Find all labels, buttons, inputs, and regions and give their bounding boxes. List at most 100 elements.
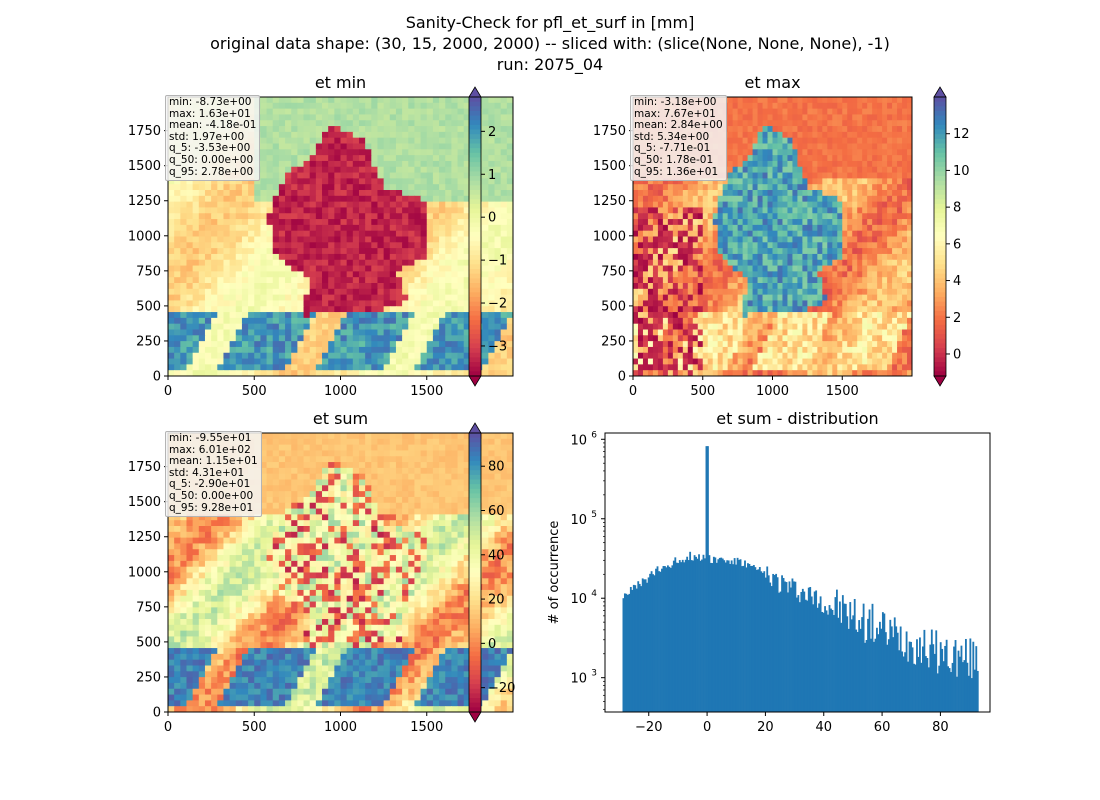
x-tick-label: 0: [164, 720, 172, 735]
y-tick-label: 250: [136, 334, 161, 349]
hist-bar: [623, 593, 626, 712]
hist-bar: [638, 583, 641, 712]
colorbar-tick-label: 6: [953, 237, 961, 252]
colorbar-tick-label: 2: [953, 311, 961, 326]
hist-bar: [919, 637, 921, 712]
hist-bar: [622, 598, 625, 712]
hist-bar: [761, 572, 764, 712]
hist-bar: [859, 628, 862, 712]
hist-bar: [881, 612, 884, 712]
stat-min: min: -9.55e+01: [169, 432, 252, 444]
hist-bar: [800, 591, 803, 712]
hist-bar: [818, 603, 821, 712]
y-tick-label: 250: [601, 334, 626, 349]
y-tick-label: 750: [136, 264, 161, 279]
hist-bar: [637, 581, 640, 712]
hist-bar: [964, 638, 967, 712]
stat-q50: q_50: 0.00e+00: [169, 153, 254, 166]
y-tick-label: 500: [136, 299, 161, 314]
hist-bar: [970, 678, 973, 712]
figure-title-line-1: Sanity-Check for pfl_et_surf in [mm]: [405, 13, 695, 32]
hist-bar: [944, 645, 947, 712]
hist-bar: [893, 617, 896, 712]
hist-bar: [794, 581, 797, 712]
hist-bar: [828, 605, 831, 712]
hist-y-tick-exponent: 5: [591, 510, 597, 520]
hist-bar: [641, 578, 644, 712]
stat-q95: q_95: 2.78e+00: [169, 165, 254, 178]
hist-bar: [698, 554, 700, 712]
hist-bar: [954, 640, 957, 712]
y-tick-label: 750: [136, 600, 161, 615]
hist-bar: [717, 559, 720, 712]
hist-bar: [830, 608, 832, 712]
hist-bar: [784, 581, 786, 712]
hist-bar: [646, 582, 649, 712]
hist-bar: [787, 592, 789, 712]
hist-bar: [668, 566, 671, 712]
x-tick-label: 1000: [756, 384, 789, 399]
hist-bar: [742, 565, 745, 712]
x-tick-label: 500: [690, 384, 715, 399]
colorbar-tick-label: −3: [488, 339, 507, 354]
hist-bar: [770, 586, 773, 712]
hist-bar: [833, 614, 835, 712]
hist-bar: [721, 558, 724, 712]
hist-bar: [841, 595, 844, 712]
hist-bars: [622, 446, 979, 712]
y-tick-label: 1750: [128, 124, 161, 139]
hist-bar: [871, 603, 874, 712]
hist-bar: [681, 559, 684, 712]
hist-bar: [678, 560, 681, 712]
y-tick-label: 1500: [128, 159, 161, 174]
hist-bar: [821, 611, 823, 712]
y-tick-label: 1250: [128, 194, 161, 209]
hist-bar: [705, 446, 708, 712]
hist-bar: [864, 642, 866, 712]
stat-min: min: -8.73e+00: [169, 96, 252, 108]
colorbar-tick-label: 8: [953, 201, 961, 216]
hist-bar: [661, 568, 663, 712]
colorbar-extend-top: [933, 86, 947, 98]
hist-bar: [849, 602, 852, 712]
stat-mean: mean: 1.15e+01: [169, 455, 258, 468]
colorbar-tick-label: 0: [488, 637, 496, 652]
hist-bar: [877, 634, 880, 712]
stat-std: std: 5.34e+00: [634, 130, 710, 143]
colorbar-extend-bottom: [468, 711, 482, 723]
hist-bar: [632, 584, 635, 712]
hist-bar: [726, 560, 729, 712]
hist-bar: [976, 670, 979, 712]
hist-bar: [850, 619, 853, 712]
y-tick-label: 500: [601, 299, 626, 314]
hist-bar: [887, 639, 890, 712]
hist-bar: [840, 622, 843, 712]
y-tick-label: 1000: [593, 229, 626, 244]
hist-bar: [677, 563, 680, 712]
stat-max: max: 6.01e+02: [169, 443, 251, 456]
hist-bar: [858, 620, 861, 712]
hist-bar: [779, 591, 782, 712]
hist-bar: [758, 567, 761, 712]
colorbar-tick-label: 20: [488, 593, 505, 608]
hist-x-tick-label: 60: [874, 720, 891, 735]
x-tick-label: 0: [164, 384, 172, 399]
hist-bar: [739, 559, 742, 712]
figure-title-line-2: original data shape: (30, 15, 2000, 2000…: [210, 34, 890, 53]
hist-bar: [825, 610, 828, 712]
stat-q5: q_5: -3.53e+00: [169, 142, 251, 155]
stats-box-et-min: min: -8.73e+00 max: 1.63e+01 mean: -4.18…: [165, 95, 261, 182]
hist-bar: [972, 641, 975, 712]
hist-bar: [810, 596, 813, 712]
colorbar-frame: [468, 96, 482, 377]
map-title: et sum: [313, 409, 368, 428]
hist-bar: [666, 565, 669, 712]
stat-q95: q_95: 1.36e+01: [634, 165, 719, 178]
hist-bar: [692, 560, 695, 712]
hist-bar: [730, 560, 733, 712]
hist-bar: [718, 557, 721, 712]
hist-bar: [827, 614, 829, 712]
hist-bar: [766, 566, 769, 712]
colorbar-et-max: 0 2 4 6 8 10 12: [933, 86, 970, 387]
